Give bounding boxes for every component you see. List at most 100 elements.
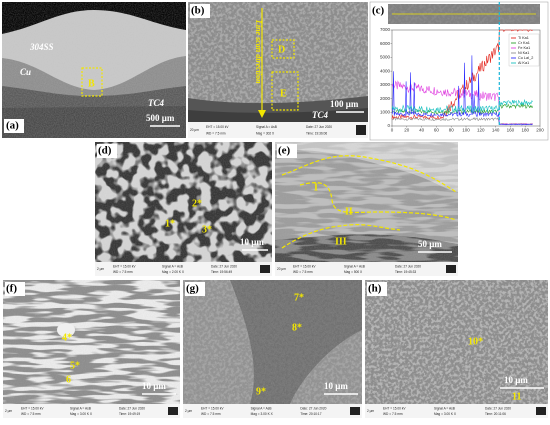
y-tick-label: 1000 <box>380 109 391 114</box>
info-text: Time: 19:56:49 <box>211 270 232 274</box>
info-text: EHT = 15.00 kV <box>383 406 406 410</box>
legend-label: Fe Ka1 <box>518 46 530 50</box>
info-bar-bg <box>95 262 272 276</box>
panel-label: (a) <box>6 120 19 132</box>
logo <box>350 407 360 415</box>
info-text: WD = 7.5 mm <box>113 270 133 274</box>
y-tick-label: 3000 <box>380 82 391 87</box>
region-box <box>81 67 103 97</box>
legend-label: Cu LaI_2 <box>518 56 533 60</box>
point-label: 7* <box>294 292 304 303</box>
point-label: 3* <box>202 224 212 235</box>
logo <box>260 265 270 273</box>
legend-box <box>508 33 540 67</box>
logo <box>446 265 456 273</box>
info-text: WD = 7.5 mm <box>21 412 41 416</box>
profile-line <box>391 117 533 126</box>
info-text: Date: 27 Jun 2020 <box>395 264 421 268</box>
x-tick-label: 40 <box>419 128 425 133</box>
logo <box>356 125 366 135</box>
panel-a: 304SS Cu B TC4 500 μm (a) <box>2 2 186 138</box>
profile-line <box>391 29 533 121</box>
texture <box>183 280 362 404</box>
label-box <box>367 282 387 296</box>
logo <box>168 407 178 415</box>
scale-bar-label: 10 μm <box>324 381 348 391</box>
info-text: Mag = 3.00 K X <box>70 412 93 416</box>
annotation: B <box>88 78 95 89</box>
chart: 0 1000 2000 3000 4000 5000 6000 7000 0 20 40 60 80 10… <box>380 2 544 133</box>
info-bar: 20 μm EHT = 15.00 kV WD = 7.5 mm Signal A =… <box>188 122 368 138</box>
logo <box>536 407 546 415</box>
info-text: 2 μm <box>367 409 374 413</box>
info-text: Date: 27 Jun 2020 <box>211 264 237 268</box>
panel-e: I II III 50 μm (e) 20 μm EHT = 15.00 kV WD… <box>275 142 458 276</box>
y-tick-label: 0 <box>387 123 390 128</box>
boundary <box>281 155 457 193</box>
profile-line <box>391 55 533 126</box>
legend-label: Ti Ka1 <box>518 36 529 40</box>
info-text: Signal A = AsB <box>256 125 277 129</box>
label-box <box>190 4 210 18</box>
x-tick-label: 120 <box>477 128 485 133</box>
panel-f: 4* 5* 6 10 μm (f) 2 μm EHT = 15.00 kV WD =… <box>3 280 180 418</box>
annotation: TC4 <box>312 110 329 120</box>
info-text: WD = 7.5 mm <box>293 270 313 274</box>
x-tick-label: 80 <box>449 128 455 133</box>
y-tick-label: 7000 <box>380 27 391 32</box>
info-bar: 2 μm EHT = 15.00 kV WD = 7.5 mm Signal A = … <box>3 404 180 418</box>
info-text: EHT = 15.00 kV <box>113 264 136 268</box>
info-text: Mag = 302 X <box>256 131 275 135</box>
profile-line <box>391 98 533 114</box>
x-tick-label: 100 <box>462 128 470 133</box>
info-bar-bg <box>275 262 458 276</box>
x-tick-label: 180 <box>521 128 529 133</box>
point-label: 9* <box>256 386 266 397</box>
info-text: Signal A = AsB <box>434 406 455 410</box>
info-text: Signal A = AsB <box>70 406 91 410</box>
arrow-head <box>258 110 266 118</box>
scale-bar-label: 10 μm <box>240 237 264 247</box>
info-text: 20 μm <box>190 128 199 132</box>
info-text: Time: 19:36:06 <box>306 131 327 135</box>
point-label: 11 <box>512 391 521 402</box>
annotation: III <box>335 236 347 247</box>
info-bar: 2 μm EHT = 15.00 kV WD = 7.5 mm Signal A = … <box>365 404 548 418</box>
info-text: 20 μm <box>277 267 286 271</box>
info-text: Mag = 2.00 K X <box>162 270 185 274</box>
x-tick-label: 140 <box>492 128 500 133</box>
info-text: Mag = 3.00 K X <box>251 412 274 416</box>
annotation: II <box>345 206 353 217</box>
info-bar: 20 μm EHT = 15.00 kV WD = 7.5 mm Signal A =… <box>275 262 458 276</box>
label-box <box>5 282 25 296</box>
info-text: Time: 20:10:17 <box>300 412 321 416</box>
annotation: Cu <box>20 67 31 77</box>
legend-label: Cr Ka1 <box>518 41 530 45</box>
scale-bar-label: 100 μm <box>330 99 359 109</box>
legend-label: Al Ka1 <box>518 61 529 65</box>
info-text: Date: 27 Jun 2020 <box>300 406 326 410</box>
point-label: 6 <box>66 374 71 385</box>
panel-label: (c) <box>372 5 385 17</box>
panel-d: 1* 2* 3* 10 μm (d) 2 μm EHT = 15.00 kV WD … <box>95 142 272 276</box>
texture <box>3 280 180 404</box>
info-text: Signal A = AsB <box>344 264 365 268</box>
texture <box>95 142 272 262</box>
scale-bar-label: 10 μm <box>142 381 166 391</box>
x-tick-label: 60 <box>434 128 440 133</box>
label-box <box>372 4 386 17</box>
legend-label: Ni Ka1 <box>518 51 529 55</box>
info-text: Time: 19:45:33 <box>395 270 416 274</box>
point-label: 8* <box>292 322 302 333</box>
info-text: Time: 20:11:06 <box>485 412 506 416</box>
panel-label: (g) <box>186 283 199 295</box>
texture <box>2 2 186 138</box>
info-text: Date: 27 Jun 2020 <box>485 406 511 410</box>
region-box <box>271 39 295 59</box>
profile-line <box>391 103 533 115</box>
label-box <box>97 144 117 158</box>
annotation: TC4 <box>148 98 165 108</box>
scale-bar-label: 500 μm <box>146 113 175 123</box>
info-text: 2 μm <box>185 409 192 413</box>
